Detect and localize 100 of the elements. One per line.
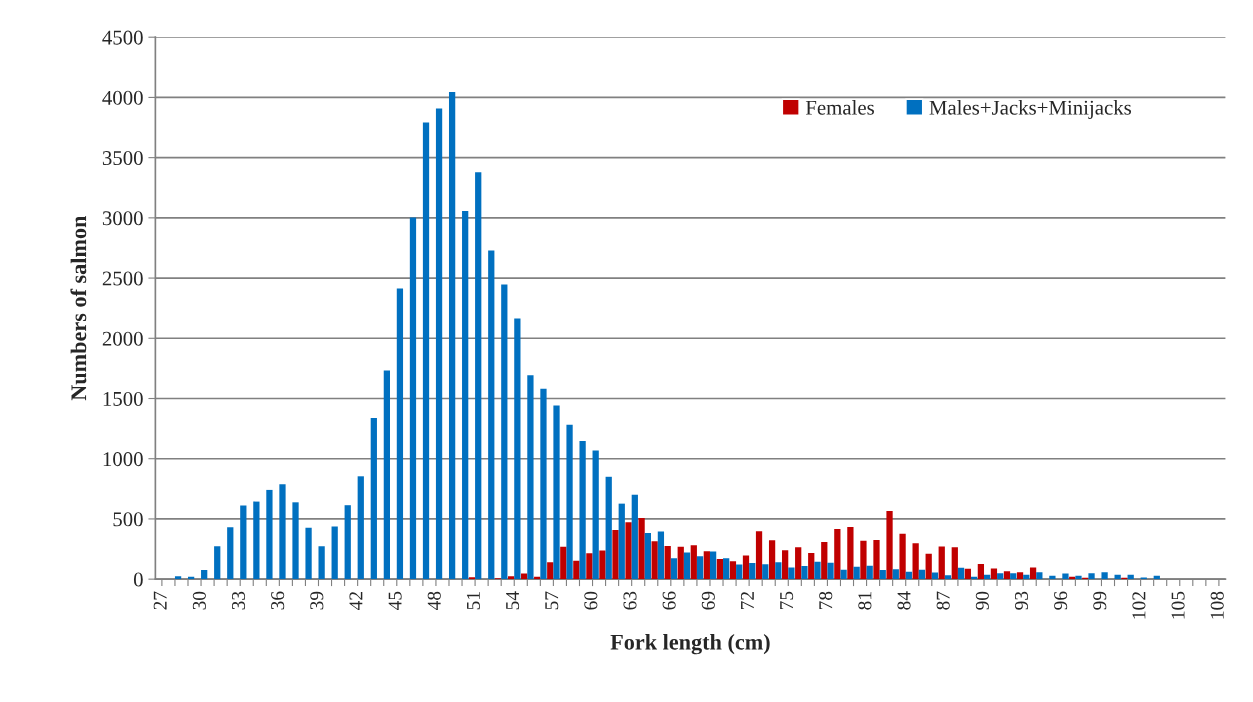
bar [1036, 572, 1043, 580]
bar [957, 567, 965, 580]
x-tick-label: 45 [388, 591, 402, 611]
bar [507, 576, 515, 580]
y-tick-label: 3000 [102, 211, 143, 226]
bar [1003, 571, 1011, 580]
bar [657, 531, 665, 580]
bar [775, 562, 782, 580]
x-tick-label: 36 [271, 591, 285, 610]
x-axis-title: Fork length (cm) [610, 634, 770, 655]
bar [586, 553, 593, 580]
y-tick-label: 2000 [102, 331, 143, 346]
bar [344, 505, 351, 580]
bar [899, 533, 906, 580]
bar [990, 568, 998, 580]
legend-label: Females [805, 100, 874, 115]
bar [527, 375, 534, 580]
bar [331, 526, 338, 580]
x-tick-label: 99 [1093, 591, 1107, 610]
bar [370, 418, 377, 580]
bar [253, 501, 260, 580]
x-tick-label: 42 [349, 592, 363, 611]
bar [521, 573, 528, 580]
y-tick-label: 500 [113, 512, 143, 527]
bar [1088, 573, 1095, 580]
bar [1010, 573, 1017, 580]
bar [592, 450, 599, 580]
x-tick-label: 84 [897, 591, 911, 610]
y-axis-title: Numbers of salmon [70, 215, 87, 401]
bar [683, 552, 691, 580]
bar [808, 552, 815, 580]
x-tick-label: 57 [545, 591, 559, 610]
y-tick-label: 2500 [102, 271, 143, 286]
bar [435, 108, 443, 580]
bar [709, 551, 717, 580]
bar [801, 565, 808, 580]
bar [670, 558, 678, 580]
bar [318, 546, 325, 580]
bar [625, 522, 632, 580]
bar [292, 502, 299, 580]
x-tick-label: 108 [1210, 591, 1224, 619]
bar [938, 546, 945, 580]
bar [703, 551, 710, 580]
x-tick-label: 72 [740, 592, 754, 610]
bar [174, 576, 182, 580]
x-tick-label: 69 [701, 591, 715, 610]
bar [266, 489, 273, 580]
bar [409, 217, 417, 580]
bar [279, 484, 286, 580]
bar [396, 288, 404, 580]
bar [605, 476, 612, 580]
x-tick-label: 96 [1054, 591, 1068, 610]
x-tick-label: 33 [231, 591, 246, 610]
bar [1075, 575, 1082, 580]
bar [944, 575, 952, 580]
x-tick-label: 93 [1014, 591, 1029, 610]
bar [736, 564, 743, 580]
bar [553, 405, 560, 580]
bar [997, 573, 1004, 580]
y-tick-label: 4500 [102, 30, 143, 45]
bar [873, 539, 880, 580]
bar [892, 569, 899, 580]
bar [305, 527, 312, 580]
x-tick-label: 87 [936, 591, 950, 610]
x-tick-label: 75 [780, 591, 794, 610]
x-tick-label: 51 [466, 592, 480, 610]
bar [1049, 575, 1056, 580]
bar [814, 561, 821, 580]
y-tick-label: 4000 [102, 90, 143, 105]
bar [821, 542, 828, 580]
bar [631, 494, 638, 580]
bar [422, 122, 430, 580]
y-tick-label: 1000 [103, 452, 143, 467]
bar [742, 555, 750, 580]
x-tick-label: 48 [427, 591, 441, 611]
bar [866, 565, 873, 580]
x-tick-label: 78 [819, 591, 833, 610]
bar [716, 558, 724, 580]
bar [762, 564, 769, 580]
bar [749, 562, 756, 580]
bar [240, 505, 247, 580]
x-tick-label: 39 [310, 591, 324, 610]
bar [696, 556, 704, 580]
bar [475, 172, 482, 580]
bar [579, 440, 586, 580]
bar [768, 540, 776, 580]
bar [651, 541, 658, 580]
x-tick-label: 54 [506, 591, 520, 610]
x-tick-label: 105 [1171, 591, 1185, 619]
bar [723, 558, 730, 580]
bar [214, 546, 221, 580]
bar [383, 370, 390, 580]
bar [951, 547, 958, 580]
x-tick-label: 27 [153, 591, 167, 610]
x-tick-label: 81 [858, 592, 872, 610]
bar [664, 545, 671, 580]
bar [782, 550, 789, 580]
bar [357, 476, 364, 580]
bar [599, 550, 606, 580]
bar [1016, 572, 1024, 580]
